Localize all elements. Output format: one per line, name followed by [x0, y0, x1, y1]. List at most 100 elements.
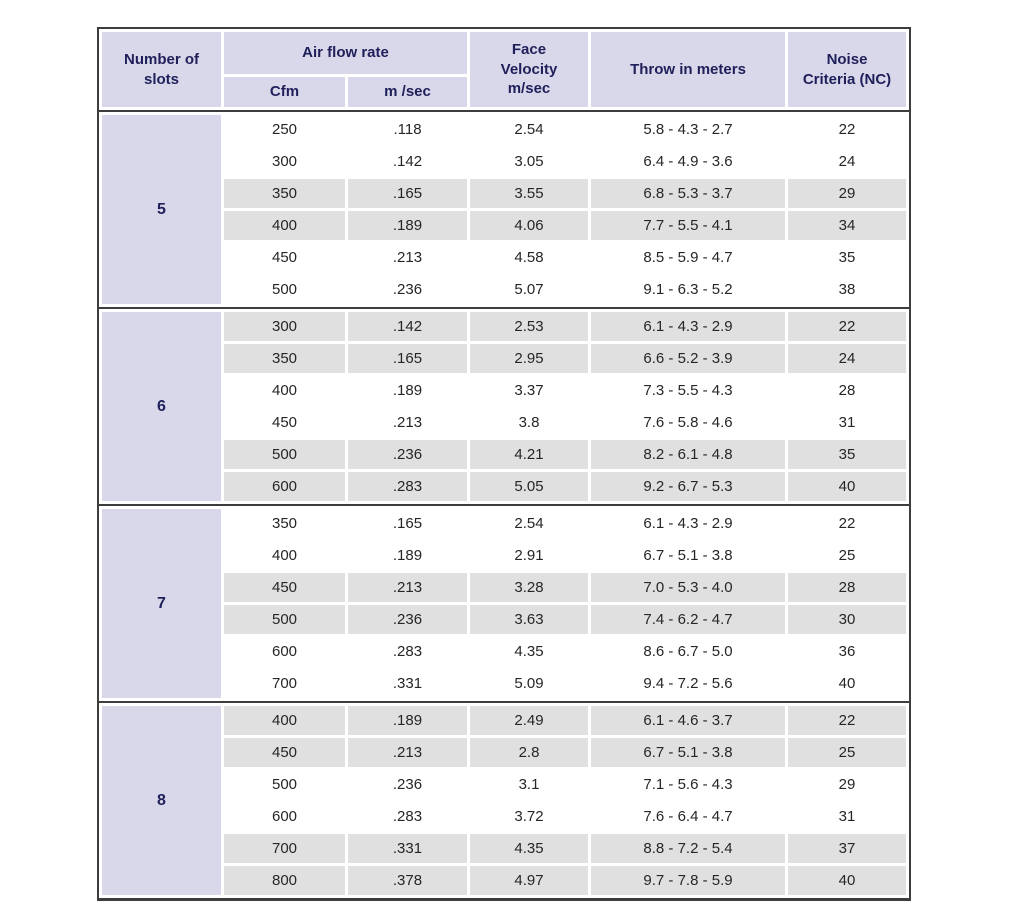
- cell-throw: 6.8 - 5.3 - 3.7: [591, 179, 785, 208]
- header-m-sec: m /sec: [348, 77, 467, 107]
- cell-throw: 7.0 - 5.3 - 4.0: [591, 573, 785, 602]
- table-body: 5 250.118 2.54 5.8 - 4.3 - 2.7 22 300.142 3.05…: [99, 110, 909, 898]
- cell-noise: 22: [788, 509, 906, 538]
- cell-m-sec: .189: [348, 541, 467, 570]
- cell-noise: 29: [788, 179, 906, 208]
- cell-cfm: 600: [224, 802, 345, 831]
- header-number-of-slots: Number of slots: [102, 32, 221, 107]
- cell-m-sec: .236: [348, 440, 467, 469]
- cell-m-sec: .213: [348, 738, 467, 767]
- cell-noise: 24: [788, 147, 906, 176]
- cell-noise: 35: [788, 440, 906, 469]
- cell-cfm: 400: [224, 541, 345, 570]
- cell-cfm: 450: [224, 738, 345, 767]
- cell-throw: 9.7 - 7.8 - 5.9: [591, 866, 785, 895]
- cell-throw: 8.6 - 6.7 - 5.0: [591, 637, 785, 666]
- cell-face-velocity: 4.21: [470, 440, 588, 469]
- group-divider: [99, 307, 909, 309]
- slot-group-6: 6 300.142 2.53 6.1 - 4.3 - 2.9 22 350.165 2.95…: [99, 309, 909, 504]
- cell-cfm: 350: [224, 179, 345, 208]
- cell-cfm: 400: [224, 376, 345, 405]
- cell-noise: 22: [788, 312, 906, 341]
- cell-noise: 25: [788, 541, 906, 570]
- cell-m-sec: .283: [348, 472, 467, 501]
- cell-m-sec: .283: [348, 637, 467, 666]
- group-divider: [99, 701, 909, 703]
- cell-cfm: 450: [224, 408, 345, 437]
- cell-face-velocity: 5.05: [470, 472, 588, 501]
- cell-cfm: 500: [224, 605, 345, 634]
- cell-m-sec: .189: [348, 211, 467, 240]
- table-header: Number of slots Air flow rate Cfm m /sec…: [99, 29, 909, 110]
- cell-throw: 9.1 - 6.3 - 5.2: [591, 275, 785, 304]
- cell-face-velocity: 3.72: [470, 802, 588, 831]
- header-noise-criteria: Noise Criteria (NC): [788, 32, 906, 107]
- cell-m-sec: .283: [348, 802, 467, 831]
- cell-noise: 22: [788, 115, 906, 144]
- cell-throw: 6.4 - 4.9 - 3.6: [591, 147, 785, 176]
- cell-m-sec: .213: [348, 243, 467, 272]
- cell-cfm: 400: [224, 706, 345, 735]
- cell-face-velocity: 4.35: [470, 637, 588, 666]
- cell-face-velocity: 2.54: [470, 115, 588, 144]
- cell-face-velocity: 3.37: [470, 376, 588, 405]
- cell-face-velocity: 5.09: [470, 669, 588, 698]
- cell-noise: 22: [788, 706, 906, 735]
- cell-m-sec: .236: [348, 770, 467, 799]
- cell-cfm: 350: [224, 509, 345, 538]
- slots-group-label: 7: [102, 509, 221, 698]
- cell-face-velocity: 4.35: [470, 834, 588, 863]
- slot-group-5: 5 250.118 2.54 5.8 - 4.3 - 2.7 22 300.142 3.05…: [99, 112, 909, 307]
- cell-face-velocity: 3.8: [470, 408, 588, 437]
- cell-cfm: 700: [224, 834, 345, 863]
- cell-cfm: 450: [224, 243, 345, 272]
- cell-throw: 5.8 - 4.3 - 2.7: [591, 115, 785, 144]
- cell-noise: 31: [788, 408, 906, 437]
- cell-noise: 28: [788, 573, 906, 602]
- cell-throw: 6.6 - 5.2 - 3.9: [591, 344, 785, 373]
- cell-m-sec: .331: [348, 669, 467, 698]
- cell-face-velocity: 2.95: [470, 344, 588, 373]
- cell-noise: 34: [788, 211, 906, 240]
- cell-throw: 9.4 - 7.2 - 5.6: [591, 669, 785, 698]
- cell-cfm: 500: [224, 275, 345, 304]
- slots-group-label: 5: [102, 115, 221, 304]
- cell-m-sec: .331: [348, 834, 467, 863]
- cell-face-velocity: 5.07: [470, 275, 588, 304]
- cell-m-sec: .236: [348, 605, 467, 634]
- cell-noise: 40: [788, 669, 906, 698]
- cell-m-sec: .236: [348, 275, 467, 304]
- cell-face-velocity: 3.63: [470, 605, 588, 634]
- cell-noise: 37: [788, 834, 906, 863]
- cell-cfm: 500: [224, 440, 345, 469]
- cell-noise: 38: [788, 275, 906, 304]
- cell-m-sec: .165: [348, 179, 467, 208]
- cell-face-velocity: 4.97: [470, 866, 588, 895]
- cell-noise: 40: [788, 472, 906, 501]
- cell-throw: 7.7 - 5.5 - 4.1: [591, 211, 785, 240]
- cell-throw: 6.1 - 4.3 - 2.9: [591, 509, 785, 538]
- cell-throw: 6.1 - 4.6 - 3.7: [591, 706, 785, 735]
- header-cfm: Cfm: [224, 77, 345, 107]
- cell-throw: 7.4 - 6.2 - 4.7: [591, 605, 785, 634]
- header-throw-in-meters: Throw in meters: [591, 32, 785, 107]
- header-face-velocity: Face Velocity m/sec: [470, 32, 588, 107]
- cell-throw: 8.5 - 5.9 - 4.7: [591, 243, 785, 272]
- cell-throw: 6.1 - 4.3 - 2.9: [591, 312, 785, 341]
- cell-cfm: 600: [224, 637, 345, 666]
- cell-cfm: 250: [224, 115, 345, 144]
- cell-throw: 8.8 - 7.2 - 5.4: [591, 834, 785, 863]
- slot-group-7: 7 350.165 2.54 6.1 - 4.3 - 2.9 22 400.189 2.91…: [99, 506, 909, 701]
- cell-throw: 7.3 - 5.5 - 4.3: [591, 376, 785, 405]
- cell-m-sec: .142: [348, 147, 467, 176]
- cell-noise: 30: [788, 605, 906, 634]
- cell-noise: 40: [788, 866, 906, 895]
- cell-cfm: 400: [224, 211, 345, 240]
- cell-m-sec: .189: [348, 706, 467, 735]
- header-air-flow-rate: Air flow rate: [224, 32, 467, 74]
- cell-face-velocity: 3.1: [470, 770, 588, 799]
- group-divider: [99, 110, 909, 112]
- cell-throw: 8.2 - 6.1 - 4.8: [591, 440, 785, 469]
- cell-cfm: 300: [224, 147, 345, 176]
- cell-throw: 6.7 - 5.1 - 3.8: [591, 541, 785, 570]
